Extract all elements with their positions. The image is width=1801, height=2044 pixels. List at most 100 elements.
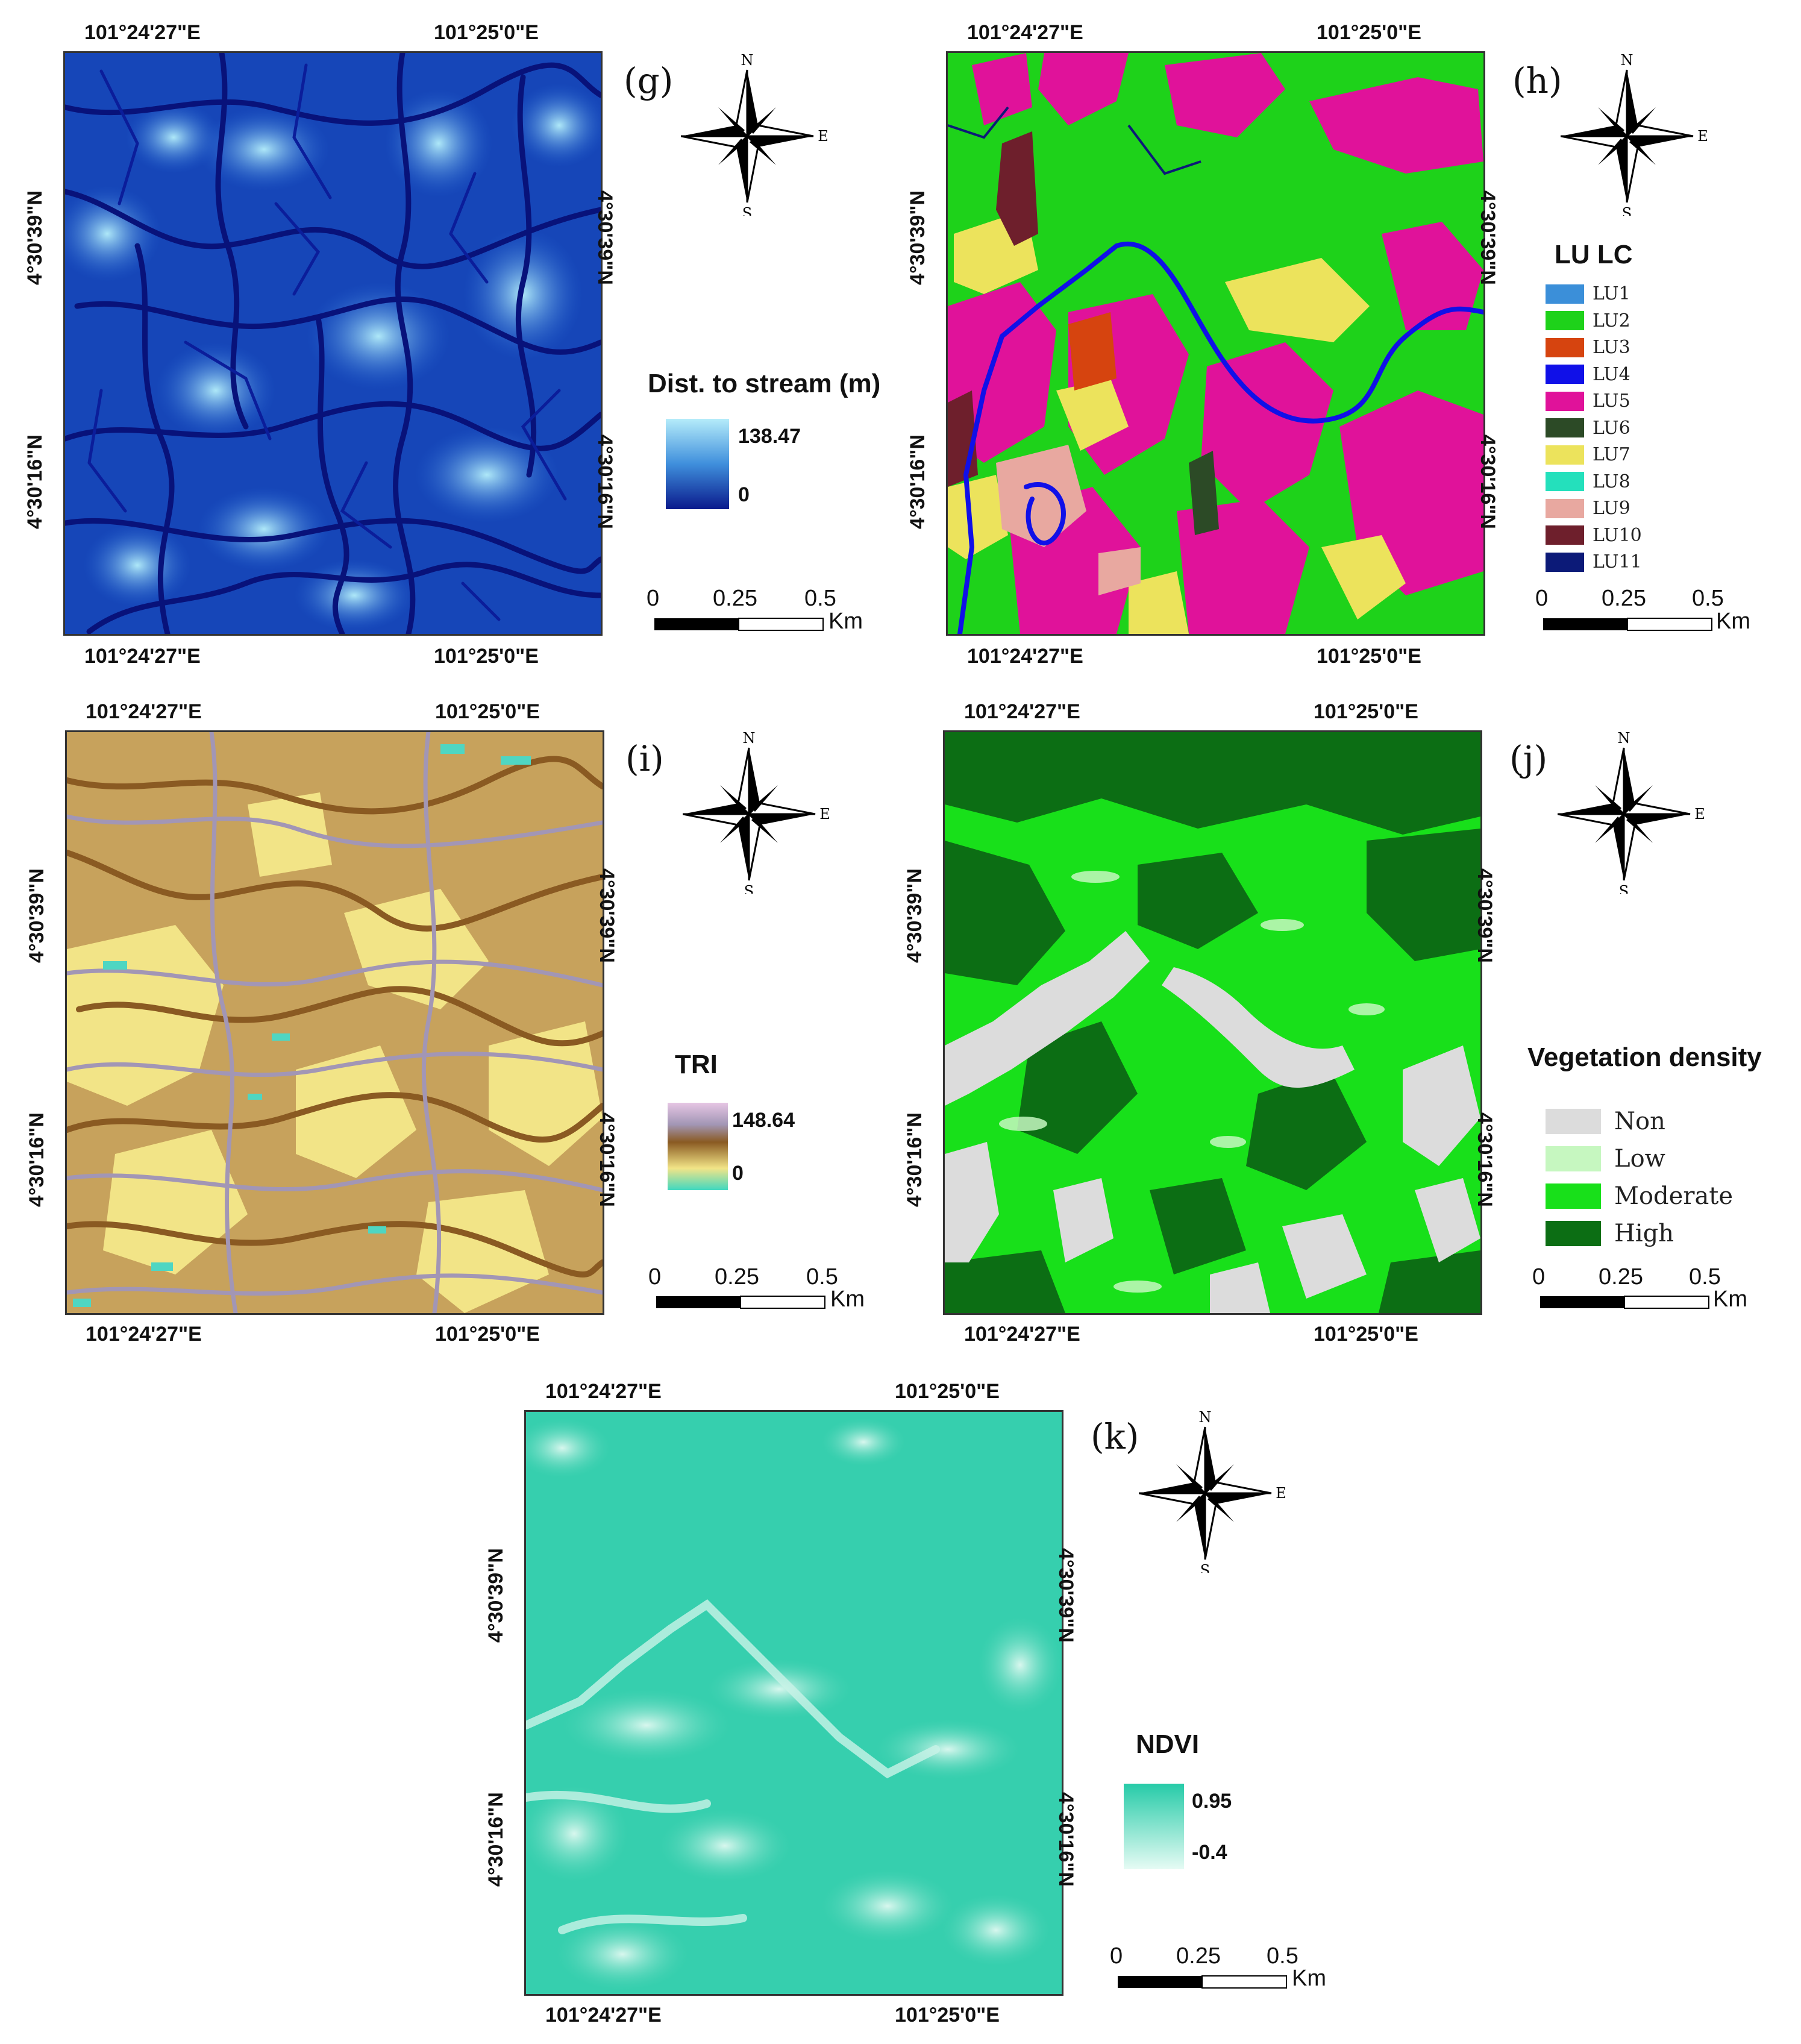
compass-s: S <box>1200 1562 1210 1573</box>
scale-bar <box>656 1296 825 1309</box>
legend-title: TRI <box>675 1050 718 1079</box>
legend-min: 0 <box>732 1162 744 1185</box>
legend-swatch <box>1546 337 1584 357</box>
legend-swatch <box>1546 284 1584 304</box>
legend-gradient <box>1124 1784 1184 1869</box>
lon-label-top-right: 101°25'0"E <box>1314 700 1418 723</box>
scale-bar <box>1543 618 1712 631</box>
legend-item-lu4: LU4 <box>1546 364 1630 385</box>
scale-tick-0: 0 <box>1110 1943 1123 1969</box>
lat-label-right-bottom: 4°30'16"N <box>1476 434 1499 529</box>
scale-unit: Km <box>1713 1287 1747 1312</box>
lat-label-left-bottom: 4°30'16"N <box>906 434 929 529</box>
lat-label-left-top: 4°30'39"N <box>903 868 926 963</box>
panel-label: (k) <box>1091 1416 1139 1457</box>
legend-label: Non <box>1614 1108 1665 1135</box>
lon-label-top-left: 101°24'27"E <box>545 1380 662 1403</box>
legend-swatch <box>1546 1183 1601 1209</box>
legend-label: LU8 <box>1593 471 1630 492</box>
lon-label-bottom-right: 101°25'0"E <box>1317 645 1421 668</box>
lat-label-left-top: 4°30'39"N <box>23 190 46 285</box>
scale-bar <box>654 618 824 631</box>
lat-label-right-top: 4°30'39"N <box>1476 190 1499 285</box>
legend-item-lu3: LU3 <box>1546 337 1630 358</box>
scale-bar <box>1118 1975 1287 1989</box>
legend-swatch <box>1546 365 1584 384</box>
legend-swatch <box>1546 1221 1601 1246</box>
scale-tick-2: 0.5 <box>1267 1943 1298 1969</box>
legend-max: 0.95 <box>1192 1790 1232 1813</box>
legend-swatch <box>1546 311 1584 330</box>
legend-label: LU2 <box>1593 310 1630 331</box>
legend-item-lu2: LU2 <box>1546 310 1630 331</box>
scale-tick-2: 0.5 <box>1692 586 1724 611</box>
legend-swatch <box>1546 418 1584 437</box>
compass-s: S <box>744 883 754 894</box>
compass-n: N <box>1199 1410 1212 1426</box>
legend-item-moderate: Moderate <box>1546 1182 1733 1210</box>
legend-label: LU1 <box>1593 283 1630 304</box>
legend-label: High <box>1614 1220 1674 1247</box>
legend-label: LU10 <box>1593 524 1642 546</box>
legend-label: LU4 <box>1593 363 1630 385</box>
compass-n: N <box>743 731 756 747</box>
scale-tick-1: 0.25 <box>715 1264 759 1290</box>
north-arrow-compass-icon: N S E W <box>681 53 828 216</box>
map-distance-to-stream <box>63 51 603 636</box>
legend-swatch <box>1546 552 1584 572</box>
compass-s: S <box>742 205 752 216</box>
lon-label-bottom-right: 101°25'0"E <box>434 645 539 668</box>
legend-label: Moderate <box>1614 1182 1734 1210</box>
compass-n: N <box>1621 53 1633 69</box>
scale-tick-1: 0.25 <box>1602 586 1646 611</box>
lat-label-left-bottom: 4°30'16"N <box>23 434 46 529</box>
compass-s: S <box>1619 883 1629 894</box>
legend-item-lu8: LU8 <box>1546 471 1630 492</box>
scale-unit: Km <box>1716 609 1750 634</box>
legend-item-high: High <box>1546 1220 1674 1247</box>
lat-label-right-top: 4°30'39"N <box>1054 1548 1077 1643</box>
legend-gradient <box>666 419 729 509</box>
legend-item-lu7: LU7 <box>1546 444 1630 465</box>
lat-label-left-bottom: 4°30'16"N <box>25 1112 48 1207</box>
lon-label-top-right: 101°25'0"E <box>895 1380 1000 1403</box>
lat-label-left-bottom: 4°30'16"N <box>903 1112 926 1207</box>
lon-label-bottom-right: 101°25'0"E <box>895 2004 1000 2027</box>
north-arrow-compass-icon: N S E W <box>1139 1410 1286 1573</box>
legend-swatch <box>1546 391 1584 411</box>
compass-s: S <box>1622 205 1632 216</box>
lat-label-right-bottom: 4°30'16"N <box>1473 1112 1496 1207</box>
legend-item-lu11: LU11 <box>1546 551 1642 572</box>
scale-tick-1: 0.25 <box>1599 1264 1643 1290</box>
compass-n: N <box>741 53 754 69</box>
lon-label-bottom-left: 101°24'27"E <box>84 645 201 668</box>
lat-label-right-top: 4°30'39"N <box>593 190 616 285</box>
legend-swatch <box>1546 1109 1601 1134</box>
lat-label-left-top: 4°30'39"N <box>906 190 929 285</box>
lon-label-bottom-left: 101°24'27"E <box>964 1323 1080 1346</box>
map-land-use-land-cover <box>946 51 1485 636</box>
lat-label-right-top: 4°30'39"N <box>595 868 618 963</box>
legend-item-non: Non <box>1546 1108 1665 1135</box>
compass-e: E <box>1276 1485 1286 1502</box>
scale-tick-2: 0.5 <box>804 586 836 611</box>
legend-title: NDVI <box>1136 1729 1200 1759</box>
lon-label-top-left: 101°24'27"E <box>84 21 201 44</box>
scale-unit: Km <box>828 609 863 634</box>
compass-e: E <box>1694 806 1705 823</box>
legend-gradient <box>668 1103 728 1190</box>
legend-title: Vegetation density <box>1527 1042 1762 1072</box>
legend-label: Low <box>1614 1145 1665 1173</box>
panel-label: (i) <box>625 738 664 779</box>
compass-e: E <box>819 806 830 823</box>
legend-swatch <box>1546 525 1584 545</box>
legend-swatch <box>1546 445 1584 465</box>
scale-tick-2: 0.5 <box>1689 1264 1721 1290</box>
legend-title: Dist. to stream (m) <box>648 369 881 398</box>
compass-e: E <box>1697 128 1708 145</box>
legend-min: 0 <box>738 483 750 506</box>
scale-unit: Km <box>1292 1966 1326 1991</box>
legend-item-lu1: LU1 <box>1546 283 1630 304</box>
lon-label-bottom-left: 101°24'27"E <box>545 2004 662 2027</box>
panel-label: (h) <box>1512 60 1562 101</box>
